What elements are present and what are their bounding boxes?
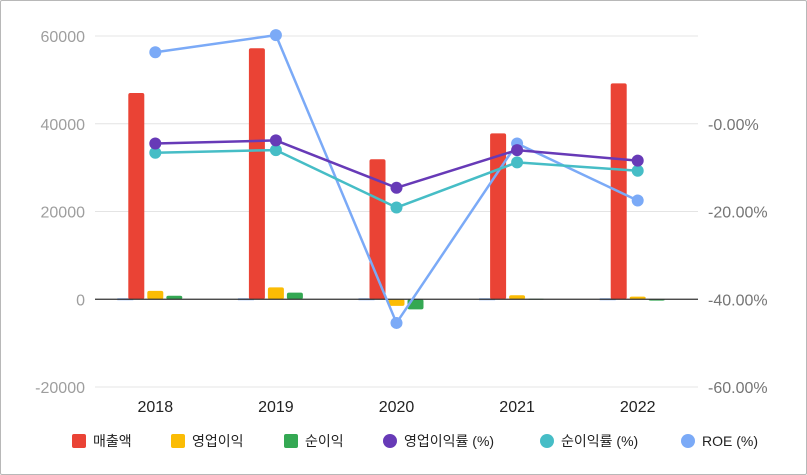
legend-label: ROE (%) [702,433,758,449]
legend-label: 순이익률 (%) [561,433,638,449]
legend: 매출액 영업이익 순이익 영업이익률 (%) 순이익률 (%) ROE (%) [72,433,758,449]
legend-swatch [284,434,298,448]
y-left-tick-label: 20000 [41,205,86,222]
bar [248,48,265,300]
series-point [511,144,524,157]
legend-label: 매출액 [93,433,132,449]
series-line [155,148,638,209]
x-tick-label: 2022 [620,399,656,416]
bar [128,93,145,300]
bar [509,295,526,300]
series-point [390,201,403,214]
bar [388,299,405,306]
x-tick-label: 2019 [258,399,294,416]
x-tick-label: 2018 [138,399,174,416]
legend-swatch [72,434,86,448]
legend-label: 영업이익률 (%) [404,433,494,449]
series-point [149,137,162,150]
series-point [390,316,403,329]
series-point [511,156,524,169]
y-left-tick-label: 60000 [41,29,86,46]
legend-swatch [383,434,397,448]
x-tick-label: 2020 [379,399,415,416]
legend-swatch [171,434,185,448]
series-point [269,144,282,157]
legend-label: 순이익 [305,433,344,449]
x-tick-label: 2021 [499,399,535,416]
y-right-tick-label: -60.00% [708,380,768,397]
series-point [390,181,403,194]
y-left-tick-label: 0 [76,292,85,309]
y-right-tick-label: -0.00% [708,117,759,134]
legend-swatch [540,434,554,448]
bar [286,292,303,300]
line-series-group [149,29,644,329]
legend-label: 영업이익 [192,433,244,449]
bar [490,133,507,300]
legend-swatch [681,434,695,448]
bar-series-group [117,48,665,310]
series-point [631,194,644,207]
series-point [149,46,162,59]
y-left-tick-label: -20000 [35,380,85,397]
bar [147,290,164,300]
series-line [155,33,639,325]
series-point [149,146,162,159]
series-point [631,164,644,177]
bar [369,159,386,300]
bar [166,295,183,300]
y-right-tick-label: -40.00% [708,292,768,309]
series-point [269,29,282,42]
y-right-tick-label: -20.00% [708,205,768,222]
axis-labels: -20000 0 20000 40000 60000 -60.00% -40.00% -20.… [35,29,767,416]
y-left-tick-label: 40000 [41,117,86,134]
bar [629,296,646,300]
series-line [155,139,638,190]
series-point [269,134,282,147]
series-point [631,154,644,167]
bar [267,287,284,300]
